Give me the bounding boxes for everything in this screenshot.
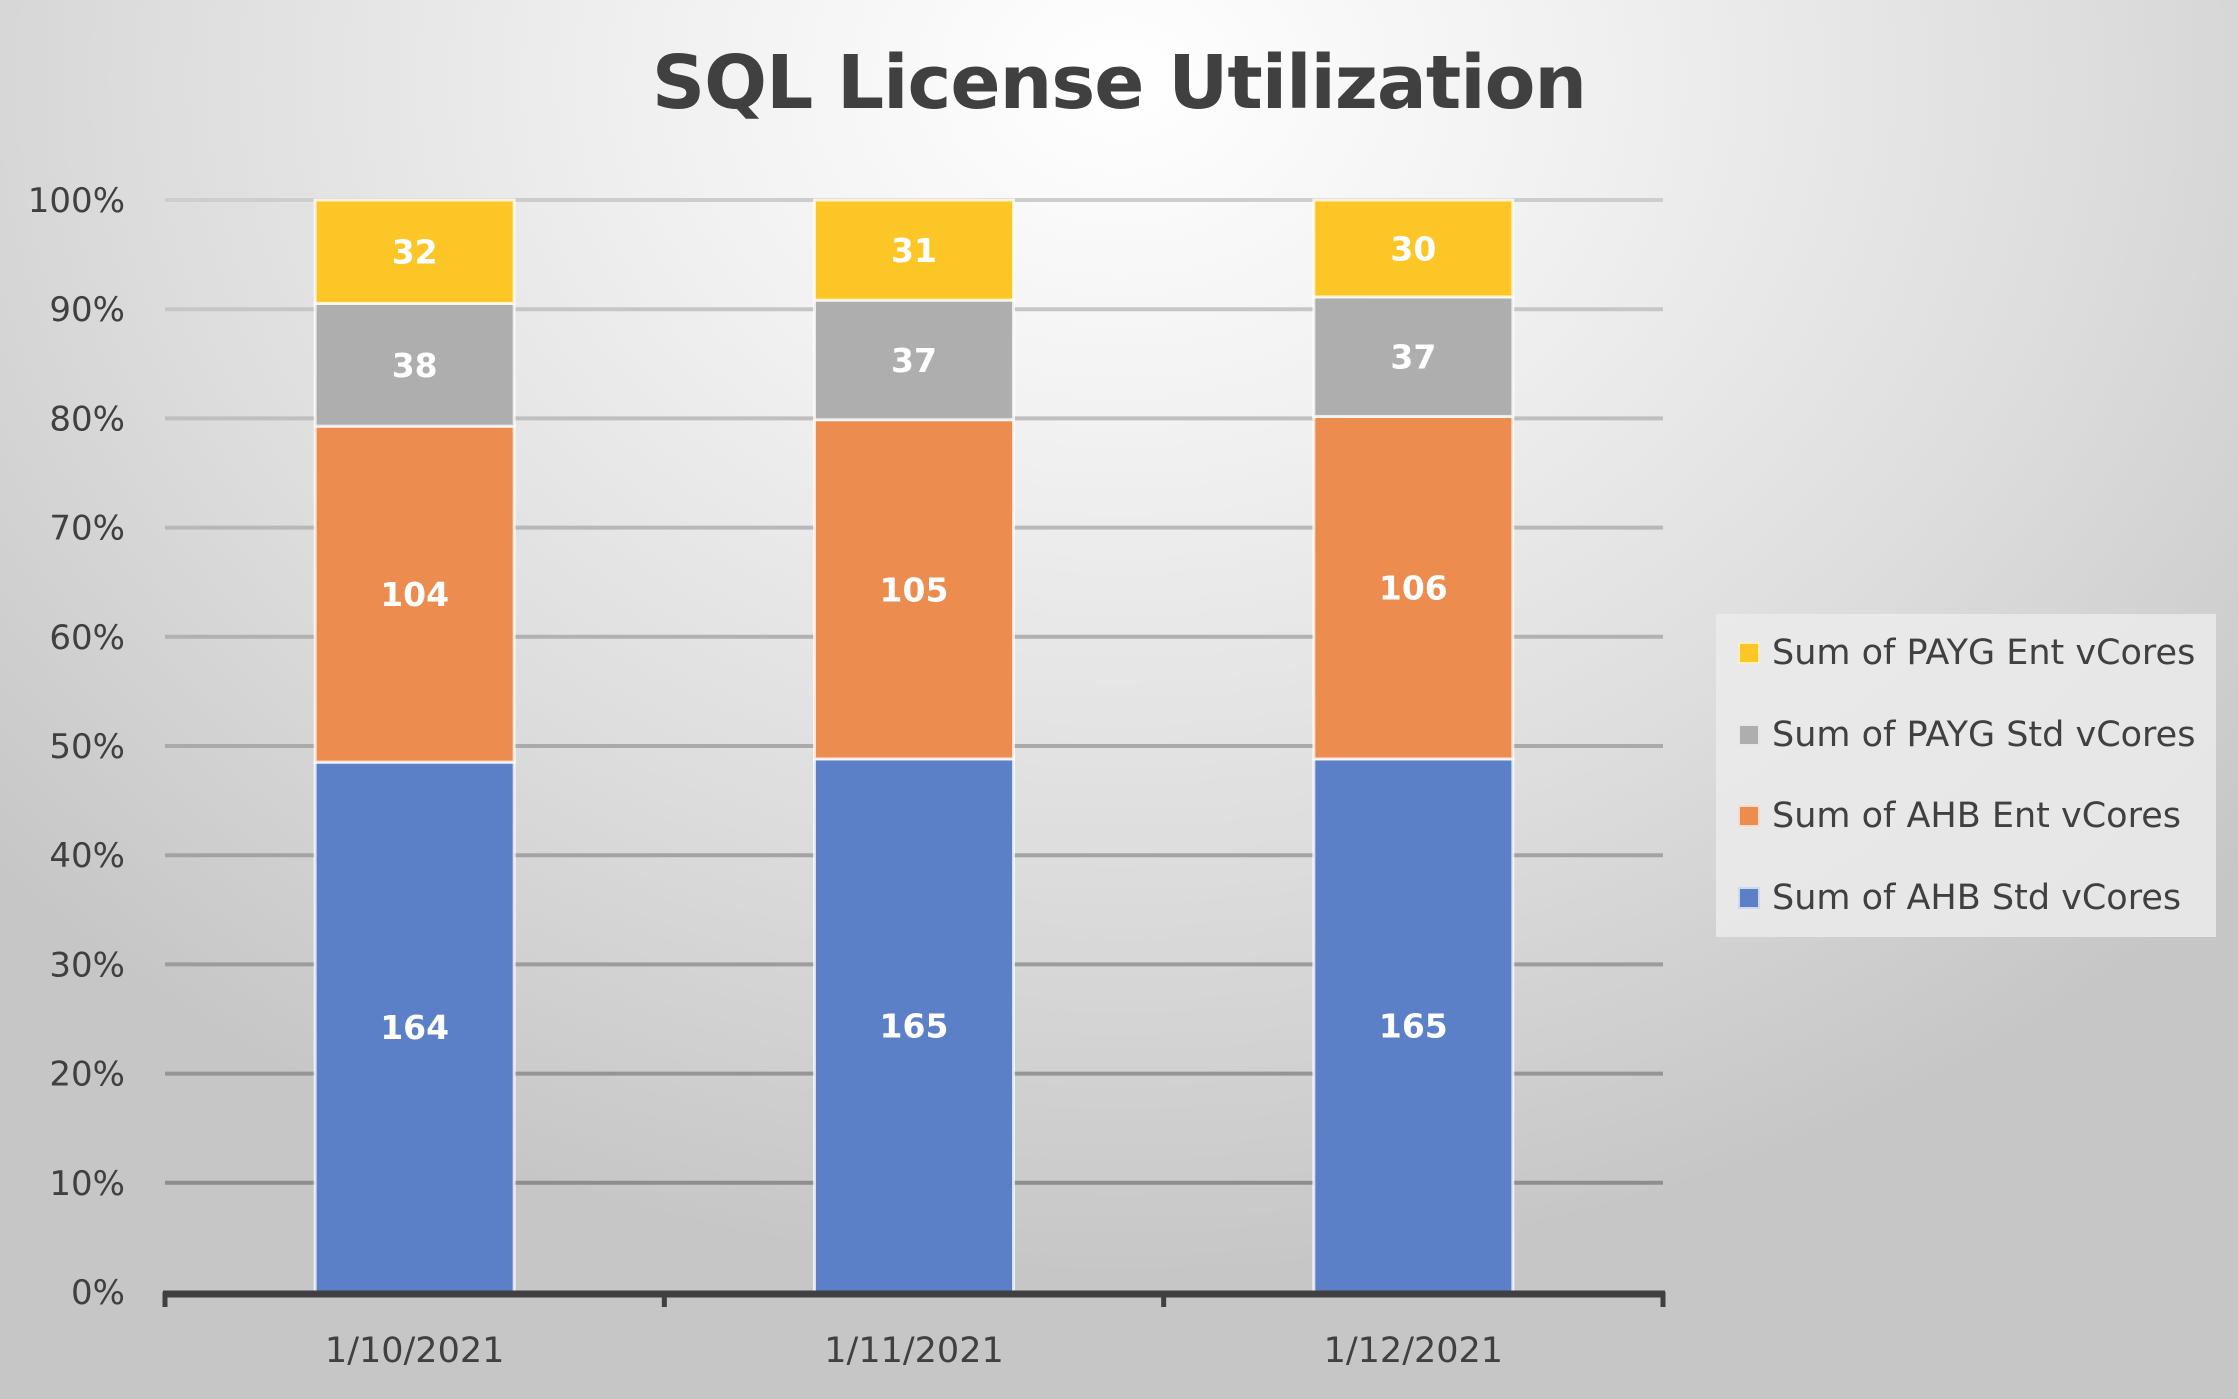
- data-label: 37: [1390, 338, 1436, 377]
- data-label: 164: [380, 1008, 449, 1047]
- legend-item: Sum of AHB Ent vCores: [1738, 791, 2181, 841]
- bar-segment: [313, 198, 516, 305]
- x-tick-label: 1/11/2021: [824, 1331, 1003, 1371]
- y-tick-label: 10%: [49, 1164, 125, 1204]
- legend-item: Sum of AHB Std vCores: [1738, 873, 2181, 923]
- legend-label: Sum of AHB Ent vCores: [1772, 796, 2181, 836]
- data-label: 37: [891, 341, 937, 380]
- legend-swatch: [1738, 886, 1760, 909]
- data-label: 30: [1390, 229, 1436, 268]
- data-label: 165: [880, 1006, 949, 1045]
- x-tick-label: 1/10/2021: [325, 1331, 504, 1371]
- bar-segment: [1312, 414, 1515, 761]
- y-tick-label: 80%: [49, 399, 125, 439]
- data-label: 32: [392, 233, 438, 272]
- data-label: 31: [891, 231, 937, 270]
- bar-segment: [313, 424, 516, 764]
- legend-swatch: [1738, 723, 1760, 746]
- legend-swatch: [1738, 805, 1760, 827]
- bar-segment: [813, 418, 1015, 761]
- y-tick-label: 30%: [49, 945, 125, 985]
- y-tick-label: 0%: [71, 1273, 125, 1313]
- data-label: 104: [380, 575, 449, 614]
- legend-label: Sum of PAYG Std vCores: [1772, 714, 2196, 755]
- y-tick-label: 60%: [49, 618, 125, 658]
- bar-segment: [813, 757, 1015, 1294]
- bar-segment: [1312, 198, 1515, 299]
- data-label: 38: [392, 346, 438, 385]
- y-tick-label: 100%: [28, 181, 125, 221]
- legend-label: Sum of PAYG Ent vCores: [1772, 633, 2196, 673]
- y-tick-label: 20%: [49, 1055, 125, 1095]
- bar-segment: [313, 301, 516, 428]
- bar-segment: [813, 298, 1015, 422]
- y-tick-label: 40%: [49, 836, 125, 876]
- bar-segment: [313, 760, 516, 1294]
- y-tick-label: 90%: [49, 290, 125, 330]
- data-label: 105: [880, 570, 949, 609]
- data-label: 165: [1379, 1006, 1448, 1045]
- legend: Sum of PAYG Ent vCores Sum of PAYG Std vC…: [1716, 614, 2216, 937]
- bar-segment: [1312, 757, 1515, 1294]
- chart-title: SQL License Utilization: [651, 40, 1587, 126]
- legend-item: Sum of PAYG Std vCores: [1738, 710, 2195, 760]
- x-tick-label: 1/12/2021: [1324, 1331, 1503, 1371]
- legend-swatch: [1738, 642, 1760, 664]
- bar-segment: [813, 198, 1015, 302]
- data-label: 106: [1379, 569, 1448, 608]
- legend-label: Sum of AHB Std vCores: [1772, 877, 2182, 918]
- legend-item: Sum of PAYG Ent vCores: [1738, 628, 2195, 678]
- y-tick-label: 50%: [49, 727, 125, 767]
- y-tick-label: 70%: [49, 509, 125, 549]
